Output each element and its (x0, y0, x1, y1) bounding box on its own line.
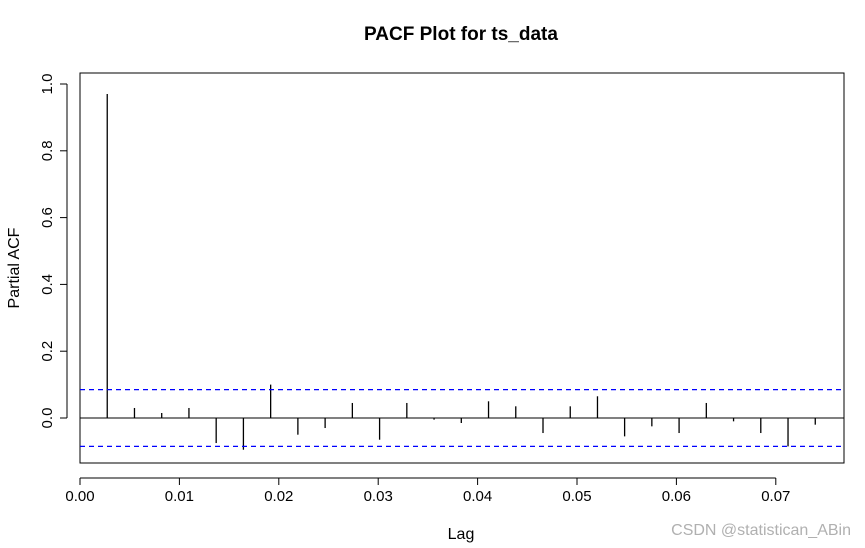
x-tick-label: 0.07 (761, 488, 790, 505)
y-tick-label: 0.4 (39, 274, 56, 295)
x-tick-label: 0.03 (364, 488, 393, 505)
y-axis-label: Partial ACF (6, 227, 23, 308)
x-tick-label: 0.02 (264, 488, 293, 505)
y-axis: 0.0 0.2 0.4 0.6 0.8 1.0 (39, 74, 68, 429)
y-tick-label: 0.6 (39, 207, 56, 228)
y-tick-label: 0.8 (39, 140, 56, 161)
x-tick-label: 0.04 (463, 488, 492, 505)
watermark: CSDN @statistican_ABin (671, 522, 851, 539)
chart-title: PACF Plot for ts_data (364, 24, 558, 45)
x-axis: 0.00 0.01 0.02 0.03 0.04 0.05 0.06 0.07 (65, 477, 790, 505)
y-tick-label: 0.2 (39, 341, 56, 362)
x-tick-label: 0.01 (165, 488, 194, 505)
x-axis-label: Lag (448, 526, 475, 543)
pacf-bars (80, 94, 844, 450)
x-tick-label: 0.05 (562, 488, 591, 505)
x-tick-label: 0.00 (65, 488, 94, 505)
y-tick-label: 1.0 (39, 74, 56, 95)
confidence-bounds (80, 389, 844, 447)
y-tick-label: 0.0 (39, 408, 56, 429)
x-tick-label: 0.06 (662, 488, 691, 505)
plot-frame (79, 72, 845, 464)
